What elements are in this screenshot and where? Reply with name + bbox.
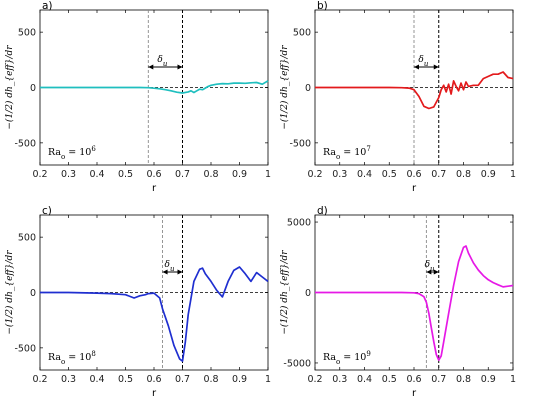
x-axis-label: r [152, 388, 157, 399]
x-tick-label: 0.5 [382, 374, 397, 385]
y-tick-label: 5000 [287, 218, 311, 229]
rayleigh-annotation: Rao = 106 [48, 145, 96, 161]
y-tick-label: 500 [18, 28, 36, 39]
y-tick-label: 500 [293, 28, 311, 39]
x-tick-label: 0.6 [406, 374, 421, 385]
x-tick-label: 0.8 [203, 374, 218, 385]
delta-arrow-head-left [162, 269, 168, 275]
delta-arrow-head-left [148, 64, 154, 70]
x-tick-label: 0.2 [307, 374, 322, 385]
x-tick-label: 0.7 [175, 169, 190, 180]
y-tick-label: -500 [14, 138, 36, 149]
y-tick-label: -5000 [283, 358, 311, 369]
x-tick-label: 0.9 [232, 374, 247, 385]
data-series-line [315, 71, 514, 110]
panel-a: 0.2 0.3 0.4 0.5 0.6 0.7 0.8 0.9 1 -500 0 500 δu a) r −(… [4, 0, 271, 194]
y-tick-label: 0 [305, 83, 311, 94]
x-tick-label: 0.3 [61, 374, 76, 385]
y-tick-label: 0 [30, 83, 36, 94]
panel-label: d) [317, 205, 328, 217]
x-tick-label: 0.6 [146, 374, 161, 385]
data-series-line [40, 80, 269, 94]
delta-arrow-head-left [426, 269, 432, 275]
y-tick-label: -500 [14, 343, 36, 354]
x-tick-label: 0.4 [357, 169, 372, 180]
panel-d: 0.2 0.3 0.4 0.5 0.6 0.7 0.8 0.9 1 -5000 0 5000 δu d) r… [279, 205, 516, 399]
x-tick-label: 0.5 [118, 374, 133, 385]
x-tick-label: 0.5 [118, 169, 133, 180]
delta-label: δu [157, 55, 167, 68]
delta-label: δu [418, 55, 428, 68]
y-axis-label: −(1/2) dh_{eff}/dr [279, 45, 290, 130]
x-tick-label: 0.9 [481, 374, 496, 385]
x-tick-label: 0.6 [406, 169, 421, 180]
x-tick-label: 0.3 [61, 169, 76, 180]
data-series-line [315, 245, 514, 361]
x-tick-label: 0.4 [357, 374, 372, 385]
delta-label: δu [425, 260, 435, 273]
panel-label: c) [42, 205, 52, 217]
x-tick-label: 0.8 [456, 374, 471, 385]
x-axis-label: r [412, 183, 417, 194]
delta-arrow-head-right [433, 269, 439, 275]
x-tick-label: 0.8 [456, 169, 471, 180]
y-tick-label: 500 [18, 233, 36, 244]
rayleigh-annotation: Rao = 107 [323, 145, 371, 161]
x-tick-label: 0.3 [332, 374, 347, 385]
panel-label: a) [42, 0, 53, 12]
delta-arrow-head-right [177, 269, 183, 275]
delta-arrow-head-left [414, 64, 419, 70]
y-tick-label: 0 [30, 288, 36, 299]
x-tick-label: 0.9 [481, 169, 496, 180]
y-axis-label: −(1/2) dh_{eff}/dr [279, 250, 290, 335]
x-axis-label: r [412, 388, 417, 399]
x-tick-label: 0.8 [203, 169, 218, 180]
rayleigh-annotation: Rao = 109 [323, 350, 371, 366]
x-tick-label: 0.6 [146, 169, 161, 180]
x-tick-label: 1 [265, 374, 271, 385]
x-tick-label: 1 [510, 169, 516, 180]
y-axis-label: −(1/2) dh_{eff}/dr [4, 250, 15, 335]
x-tick-label: 0.2 [307, 169, 322, 180]
x-tick-label: 0.5 [382, 169, 397, 180]
panel-label: b) [317, 0, 328, 12]
rayleigh-annotation: Rao = 108 [48, 350, 96, 366]
y-axis-label: −(1/2) dh_{eff}/dr [4, 45, 15, 130]
x-tick-label: 0.2 [32, 169, 47, 180]
x-tick-label: 0.4 [89, 374, 104, 385]
x-tick-label: 0.3 [332, 169, 347, 180]
x-tick-label: 0.7 [431, 374, 446, 385]
x-tick-label: 0.2 [32, 374, 47, 385]
panel-b: 0.2 0.3 0.4 0.5 0.6 0.7 0.8 0.9 1 -500 0 500 δu b) r −(… [279, 0, 516, 194]
data-series-line [40, 266, 269, 362]
x-tick-label: 0.7 [175, 374, 190, 385]
delta-arrow-head-right [433, 64, 439, 70]
x-tick-label: 1 [510, 374, 516, 385]
x-tick-label: 0.9 [232, 169, 247, 180]
panel-c: 0.2 0.3 0.4 0.5 0.6 0.7 0.8 0.9 1 -500 0 500 δu c) r −(… [4, 205, 271, 399]
delta-label: δu [165, 260, 175, 273]
delta-arrow-head-right [177, 64, 183, 70]
x-tick-label: 0.7 [431, 169, 446, 180]
x-tick-label: 1 [265, 169, 271, 180]
y-tick-label: 0 [305, 288, 311, 299]
y-tick-label: -500 [289, 138, 311, 149]
x-axis-label: r [152, 183, 157, 194]
x-tick-label: 0.4 [89, 169, 104, 180]
